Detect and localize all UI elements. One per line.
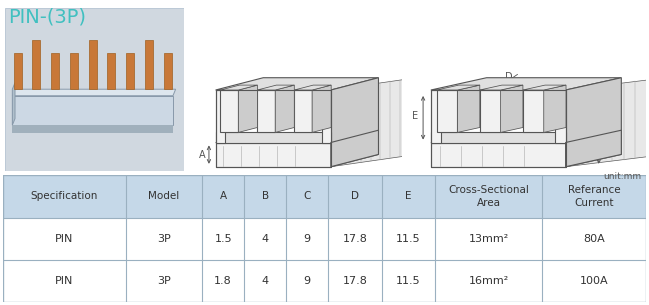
Text: 1.8: 1.8 <box>214 276 232 286</box>
Polygon shape <box>12 89 176 96</box>
Bar <box>431 142 565 167</box>
Bar <box>431 132 565 142</box>
Text: 9: 9 <box>304 234 311 244</box>
Polygon shape <box>480 85 523 90</box>
Polygon shape <box>12 83 15 125</box>
Polygon shape <box>523 85 566 90</box>
Bar <box>221 90 238 132</box>
Polygon shape <box>565 73 649 167</box>
Polygon shape <box>312 85 331 132</box>
Text: 13mm²: 13mm² <box>469 234 509 244</box>
Text: 3P: 3P <box>157 276 171 286</box>
Bar <box>12 96 173 125</box>
Polygon shape <box>431 78 621 90</box>
Text: A: A <box>219 192 227 202</box>
Bar <box>294 90 312 132</box>
Bar <box>70 53 78 89</box>
Text: 4: 4 <box>262 276 269 286</box>
Bar <box>89 40 97 89</box>
Bar <box>14 53 21 89</box>
Text: 17.8: 17.8 <box>343 276 367 286</box>
Bar <box>215 132 331 142</box>
Polygon shape <box>294 85 331 90</box>
Polygon shape <box>331 130 378 167</box>
Text: 80A: 80A <box>583 234 605 244</box>
Text: unit:mm: unit:mm <box>603 172 641 181</box>
Bar <box>126 53 134 89</box>
Bar <box>145 40 153 89</box>
Text: D: D <box>351 192 359 202</box>
Text: 3P: 3P <box>157 234 171 244</box>
Polygon shape <box>275 85 294 132</box>
Bar <box>12 125 173 133</box>
Bar <box>437 90 458 132</box>
Bar <box>555 90 565 142</box>
Text: B: B <box>262 192 269 202</box>
Text: PIN: PIN <box>55 276 73 286</box>
Polygon shape <box>500 85 523 132</box>
Polygon shape <box>215 78 378 90</box>
Bar <box>3 260 646 302</box>
Bar <box>322 90 331 142</box>
Text: 17.8: 17.8 <box>343 234 367 244</box>
Bar <box>32 40 40 89</box>
Polygon shape <box>544 85 566 132</box>
Bar <box>51 53 59 89</box>
Polygon shape <box>458 85 480 132</box>
Polygon shape <box>331 73 450 167</box>
Polygon shape <box>221 85 258 90</box>
Polygon shape <box>565 78 621 167</box>
Bar <box>215 142 331 167</box>
Bar <box>431 90 441 142</box>
Polygon shape <box>257 85 294 90</box>
Bar <box>107 53 116 89</box>
Bar <box>480 90 500 132</box>
Text: 16mm²: 16mm² <box>469 276 509 286</box>
Text: D: D <box>505 72 513 81</box>
Polygon shape <box>215 133 367 142</box>
Text: 1.5: 1.5 <box>214 234 232 244</box>
Polygon shape <box>238 85 258 132</box>
Polygon shape <box>431 133 607 142</box>
Bar <box>3 217 646 260</box>
Text: E: E <box>406 192 412 202</box>
Text: PIN-(3P): PIN-(3P) <box>8 8 86 27</box>
Text: Cross-Sectional
Area: Cross-Sectional Area <box>448 185 530 208</box>
Text: A: A <box>199 150 206 160</box>
Text: C: C <box>304 192 311 202</box>
Text: PIN: PIN <box>55 234 73 244</box>
Text: 9: 9 <box>304 276 311 286</box>
Text: Referance
Current: Referance Current <box>568 185 620 208</box>
Bar <box>257 90 275 132</box>
Bar <box>164 53 171 89</box>
Text: 11.5: 11.5 <box>397 234 421 244</box>
Polygon shape <box>331 78 378 167</box>
Bar <box>523 90 544 132</box>
Text: Model: Model <box>148 192 180 202</box>
Text: C: C <box>603 150 609 160</box>
Text: B: B <box>242 96 249 106</box>
Text: 100A: 100A <box>580 276 608 286</box>
Bar <box>215 90 225 142</box>
Bar <box>3 175 646 217</box>
Text: E: E <box>412 111 419 121</box>
Text: 11.5: 11.5 <box>397 276 421 286</box>
Text: 4: 4 <box>262 234 269 244</box>
Polygon shape <box>437 85 480 90</box>
Text: Specification: Specification <box>31 192 98 202</box>
Polygon shape <box>565 130 621 167</box>
